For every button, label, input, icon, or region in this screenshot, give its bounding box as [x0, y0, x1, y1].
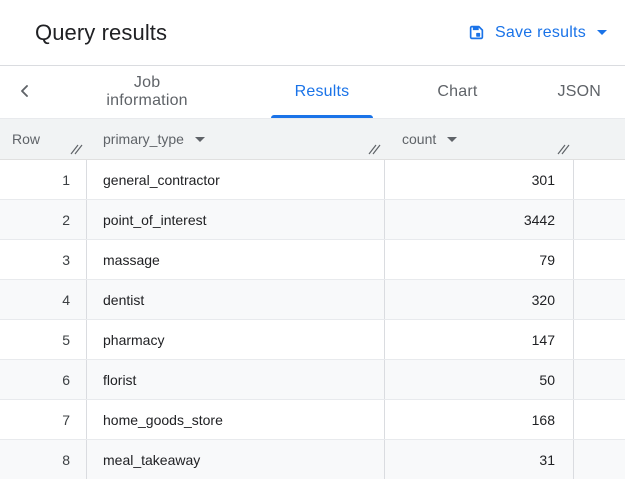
cell-spacer	[574, 280, 625, 319]
chevron-left-icon	[18, 84, 32, 101]
table-row: 4 dentist 320	[0, 280, 625, 320]
cell-spacer	[574, 440, 625, 479]
column-label-primary-type: primary_type	[103, 131, 184, 147]
back-button[interactable]	[8, 66, 42, 118]
column-header-count: count	[385, 119, 574, 159]
cell-spacer	[574, 160, 625, 199]
column-caret-icon	[194, 136, 205, 142]
caret-down-icon	[597, 30, 607, 35]
cell-primary-type: point_of_interest	[87, 200, 385, 239]
column-menu-count[interactable]: count	[402, 131, 458, 147]
column-resize-handle[interactable]	[557, 144, 570, 155]
cell-row-number: 1	[0, 160, 87, 199]
cell-primary-type: general_contractor	[87, 160, 385, 199]
topbar: Query results Save results	[0, 0, 625, 66]
cell-primary-type: pharmacy	[87, 320, 385, 359]
cell-count: 168	[385, 400, 574, 439]
cell-count: 31	[385, 440, 574, 479]
cell-row-number: 7	[0, 400, 87, 439]
column-menu-primary-type[interactable]: primary_type	[103, 131, 205, 147]
column-label-row: Row	[12, 131, 41, 147]
save-icon	[467, 23, 486, 42]
tab-bar: Job information Results Chart JSON	[0, 66, 625, 119]
column-header-row: Row	[0, 119, 87, 159]
column-resize-handle[interactable]	[368, 144, 381, 155]
cell-primary-type: home_goods_store	[87, 400, 385, 439]
table-row: 8 meal_takeaway 31	[0, 440, 625, 479]
cell-row-number: 3	[0, 240, 87, 279]
table-row: 5 pharmacy 147	[0, 320, 625, 360]
cell-count: 320	[385, 280, 574, 319]
column-resize-handle[interactable]	[70, 144, 83, 155]
table-header: Row primary_type count	[0, 119, 625, 160]
tab-results[interactable]: Results	[270, 66, 374, 118]
cell-primary-type: dentist	[87, 280, 385, 319]
cell-spacer	[574, 320, 625, 359]
column-caret-icon	[447, 136, 458, 142]
table-row: 3 massage 79	[0, 240, 625, 280]
tab-chart[interactable]: Chart	[413, 66, 501, 118]
save-results-button[interactable]: Save results	[467, 23, 607, 42]
cell-spacer	[574, 240, 625, 279]
table-body: 1 general_contractor 301 2 point_of_inte…	[0, 160, 625, 479]
cell-count: 50	[385, 360, 574, 399]
cell-count: 301	[385, 160, 574, 199]
cell-row-number: 8	[0, 440, 87, 479]
cell-count: 79	[385, 240, 574, 279]
cell-primary-type: meal_takeaway	[87, 440, 385, 479]
tab-json[interactable]: JSON	[534, 66, 625, 118]
tab-job-information[interactable]: Job information	[68, 66, 227, 118]
table-row: 7 home_goods_store 168	[0, 400, 625, 440]
cell-row-number: 4	[0, 280, 87, 319]
cell-count: 147	[385, 320, 574, 359]
save-results-label: Save results	[494, 23, 586, 41]
cell-row-number: 5	[0, 320, 87, 359]
cell-row-number: 2	[0, 200, 87, 239]
page-title: Query results	[35, 19, 168, 45]
column-header-spacer	[574, 119, 625, 159]
table-row: 1 general_contractor 301	[0, 160, 625, 200]
table-row: 6 florist 50	[0, 360, 625, 400]
cell-count: 3442	[385, 200, 574, 239]
column-label-count: count	[402, 131, 437, 147]
column-header-primary-type: primary_type	[87, 119, 385, 159]
cell-spacer	[574, 400, 625, 439]
table-row: 2 point_of_interest 3442	[0, 200, 625, 240]
cell-spacer	[574, 200, 625, 239]
cell-primary-type: florist	[87, 360, 385, 399]
cell-row-number: 6	[0, 360, 87, 399]
cell-spacer	[574, 360, 625, 399]
cell-primary-type: massage	[87, 240, 385, 279]
